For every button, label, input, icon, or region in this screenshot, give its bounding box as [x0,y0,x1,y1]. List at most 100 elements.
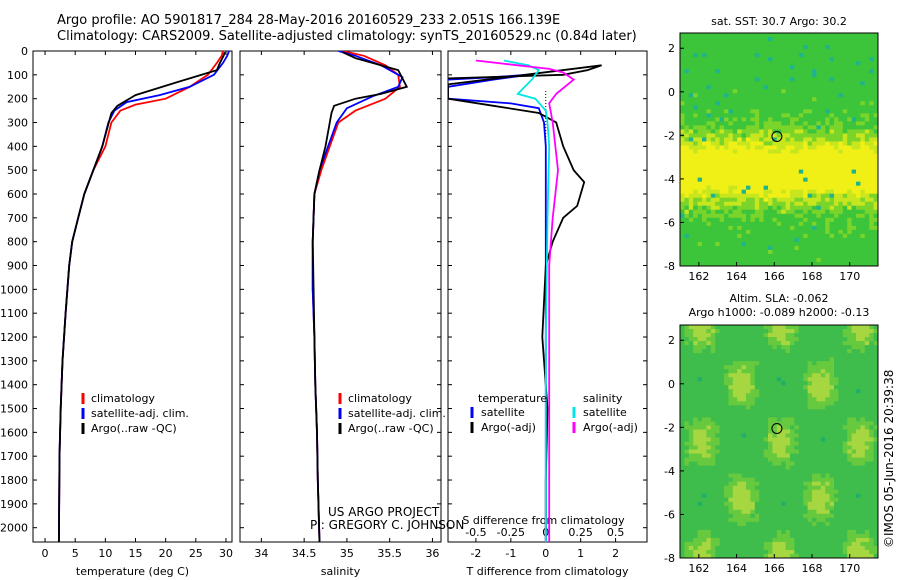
sla-map-cell [803,361,809,366]
sst-map-cell [825,69,831,74]
sst-map-cell [851,165,857,171]
sla-map-cell [816,401,822,406]
sla-map-cell [715,501,721,507]
sla-map-cell [768,409,773,414]
sst-map-cell [856,213,861,219]
sla-map-cell [724,449,729,455]
sst-map-cell [732,165,738,171]
sla-map-cell [759,381,765,386]
sla-map-cell [750,369,756,374]
sla-map-cell [781,341,787,346]
sst-map-cell [768,73,773,78]
sst-map-cell [834,33,839,38]
sla-map-cell [702,341,707,346]
sst-map-cell [798,121,804,126]
sla-map-cell [860,501,866,507]
sst-map-cell [803,233,809,239]
sla-map-cell [684,417,690,422]
sla-map-cell [763,345,769,350]
sla-map-cell [715,465,721,471]
sst-map-cell [737,237,743,243]
sst-map-cell [864,49,870,54]
sla-map-cell [759,349,765,354]
sla-map-cell [776,441,782,447]
sst-map-cell [790,169,795,175]
sst-map-cell [737,197,743,203]
sst-map-cell [697,209,703,215]
diff-legend-entry: Argo(-adj) [481,421,536,434]
sst-map-cell [820,61,826,66]
sla-map-cell [856,449,861,455]
sst-map-cell [772,237,778,243]
sla-map-cell [737,477,743,483]
sst-map-cell [728,117,734,122]
sst-map-cell [772,165,778,171]
sst-map-cell [803,121,809,126]
sst-map-cell [812,105,817,110]
sst-map-cell [763,201,769,207]
sla-map-cell [860,381,866,386]
sla-map-cell [710,477,716,483]
sst-map-cell [864,141,870,146]
sst-map-cell [869,97,875,102]
sla-map-cell [693,421,699,426]
sst-argo-marker [771,130,783,142]
sst-map-cell [864,189,870,195]
sst-map-cell [838,261,844,267]
sst-map-cell [860,33,866,38]
sst-map-cell [719,133,725,138]
sst-map-cell [688,249,694,255]
sst-map-cell [697,117,703,122]
sst-map-cell [781,261,787,267]
sla-map-cell [869,429,875,434]
sla-map-cell [737,513,743,519]
sla-map-cell [750,381,756,386]
sla-map-cell [856,505,861,511]
sst-map-cell [776,237,782,243]
sst-map-cell [706,77,712,82]
sst-map-cell [759,213,765,219]
sst-map-cell [706,73,712,78]
sst-map-cell [842,189,848,195]
sst-map-cell [873,213,879,219]
sla-map-cell [860,337,866,342]
sla-map-cell [803,401,809,406]
sla-map-cell [746,369,751,374]
sst-map-cell [772,109,778,114]
sla-map-cell [724,513,729,519]
sla-map-cell [706,445,712,451]
sst-map-cell [741,213,747,219]
sla-map-cell [834,421,839,426]
sla-map-cell [873,449,879,455]
sst-map-cell [781,61,787,66]
sla-map-cell [864,357,870,362]
sla-map-cell [869,417,875,422]
sst-map-cell [728,121,734,126]
sla-map-cell [732,513,738,519]
sst-map-cell [706,149,712,155]
sst-map-cell [803,101,809,106]
sla-map-cell [772,465,778,471]
sla-map-cell [737,333,743,338]
sla-map-cell [697,333,703,338]
sla-map-cell [825,449,831,455]
sla-map-cell [706,477,712,483]
sla-map-cell [746,501,751,507]
sla-map-cell [812,473,817,479]
sst-map-cell [803,229,809,235]
sst-map-cell [728,33,734,38]
sla-map-cell [715,513,721,519]
sla-map-cell [719,469,725,475]
sla-map-cell [860,401,866,406]
sst-map-cell [812,145,817,150]
sst-map-cell [776,149,782,155]
sst-map-cell [746,205,751,211]
sla-map-cell [750,377,756,382]
sla-map-cell [812,441,817,447]
sst-map-cell [812,49,817,54]
sst-map-cell [759,253,765,259]
sst-map-cell [737,177,743,183]
sla-map-cell [825,421,831,426]
sst-map-cell [754,37,760,42]
sla-map-cell [719,377,725,382]
